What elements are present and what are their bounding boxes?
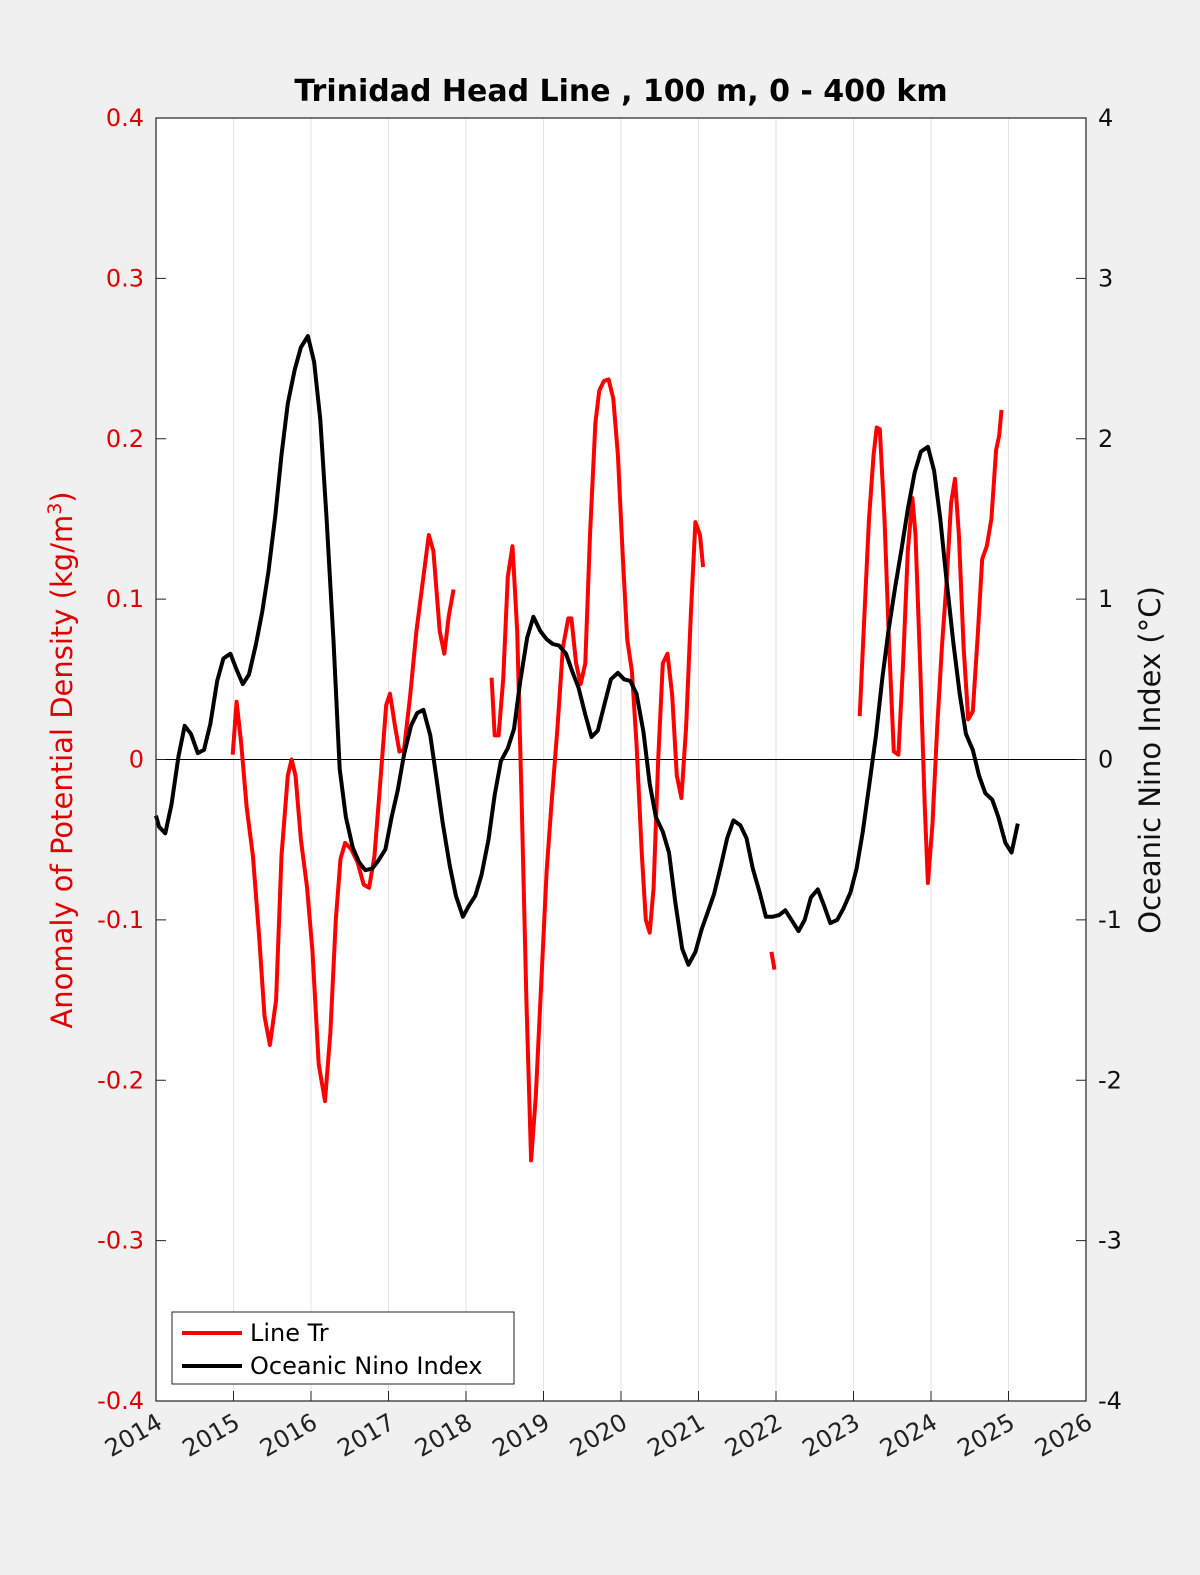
x-tick-label: 2021: [643, 1408, 710, 1463]
series-line-tr-segment-1: [489, 377, 706, 1163]
y-right-tick-label: 4: [1098, 104, 1113, 132]
y-right-tick-label: 0: [1098, 746, 1113, 774]
y-left-tick-label: 0.3: [106, 264, 144, 292]
legend-label-line-tr: Line Tr: [250, 1319, 329, 1347]
y-right-tick-label: 3: [1098, 264, 1113, 292]
y-right-tick-label: 1: [1098, 585, 1113, 613]
y-left-tick-label: 0.1: [106, 585, 144, 613]
y-right-tick-label: -1: [1098, 906, 1122, 934]
x-tick-label: 2019: [488, 1408, 555, 1463]
x-tick-label: 2022: [720, 1408, 787, 1463]
series-layer: [154, 334, 1020, 1163]
x-tick-label: 2017: [333, 1408, 400, 1463]
y-right-tick-label: -2: [1098, 1066, 1122, 1094]
y-right-tick-label: -4: [1098, 1387, 1122, 1415]
y-left-tick-label: 0.2: [106, 425, 144, 453]
y-axis-left-label: Anomaly of Potential Density (kg/m3): [44, 491, 79, 1028]
series-line-tr-segment-0: [230, 533, 456, 1104]
chart-title: Trinidad Head Line , 100 m, 0 - 400 km: [294, 74, 947, 109]
x-tick-label: 2020: [565, 1408, 632, 1463]
y-left-tick-label: -0.2: [97, 1066, 144, 1094]
y-right-tick-label: 2: [1098, 425, 1113, 453]
x-tick-label: 2018: [410, 1408, 477, 1463]
x-tick-label: 2024: [875, 1408, 942, 1463]
y-left-tick-label: -0.1: [97, 906, 144, 934]
series-line-tr-segment-2: [769, 951, 777, 970]
y-left-tick-label: 0.4: [106, 104, 144, 132]
legend-box: [171, 1311, 515, 1385]
legend-label-oni: Oceanic Nino Index: [250, 1352, 482, 1380]
series-oceanic-nino-index-segment-0: [154, 334, 1020, 967]
y-left-tick-label: 0: [129, 746, 144, 774]
x-tick-label: 2014: [100, 1408, 167, 1463]
x-tick-label: 2023: [798, 1408, 865, 1463]
y-left-tick-label: -0.3: [97, 1227, 144, 1255]
x-tick-label: 2025: [953, 1408, 1020, 1463]
y-axis-right-label: Oceanic Nino Index (°C): [1133, 586, 1167, 934]
x-tick-label: 2026: [1030, 1408, 1097, 1463]
y-left-tick-label: -0.4: [97, 1387, 144, 1415]
x-tick-label: 2016: [255, 1408, 322, 1463]
y-right-tick-label: -3: [1098, 1227, 1122, 1255]
legend: Line Tr Oceanic Nino Index: [171, 1311, 515, 1385]
series-line-tr-segment-3: [857, 409, 1004, 885]
x-tick-label: 2015: [178, 1408, 245, 1463]
